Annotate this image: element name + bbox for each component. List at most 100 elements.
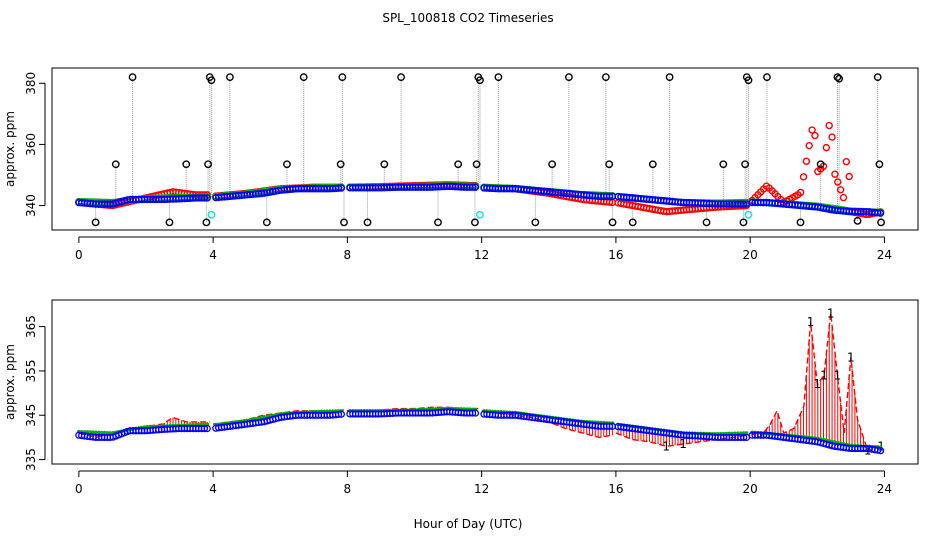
point-black: [531, 218, 540, 227]
x-tick-label: 8: [344, 248, 352, 262]
x-tick-label: 0: [75, 482, 83, 496]
point-blue: [876, 446, 885, 455]
point-red: [839, 193, 848, 202]
point-blue: [739, 433, 748, 442]
point-red: [799, 173, 808, 181]
point-black: [565, 73, 573, 82]
point-green: [259, 415, 264, 420]
point-black: [494, 73, 503, 82]
top-y-axis-label: approx. ppm: [3, 111, 17, 187]
point-red: [808, 126, 816, 134]
y-tick-label: 360: [24, 133, 38, 156]
top-panel: 0 4 8 12 16 20 24 340 360 380 approx. ppm: [3, 67, 919, 262]
point-black: [363, 218, 372, 227]
bottom-plot-marks: 1111111111: [75, 306, 885, 458]
point-blue: [200, 424, 209, 433]
point-black: [165, 218, 174, 227]
point-red: [836, 186, 845, 194]
point-black: [338, 73, 347, 82]
point-blue: [739, 200, 748, 208]
point-black: [628, 218, 637, 227]
point-black: [397, 73, 405, 82]
point-blue: [334, 184, 343, 192]
point-cyan: [207, 210, 216, 219]
point-black: [665, 73, 674, 82]
red-series-line: [749, 313, 882, 452]
point-black: [601, 73, 610, 82]
point-black: [128, 73, 137, 82]
point-red: [842, 157, 851, 166]
x-tick-label: 20: [743, 248, 758, 262]
point-blue: [337, 184, 346, 192]
y-tick-label: 355: [24, 359, 38, 382]
point-blue: [203, 424, 211, 433]
red-series-line: [615, 432, 747, 447]
y-tick-label: 380: [24, 72, 38, 95]
point-red: [845, 172, 853, 181]
top-plot-marks: [75, 73, 885, 227]
y-tick-label: 340: [24, 194, 38, 217]
x-tick-label: 16: [608, 248, 623, 262]
point-black: [835, 74, 844, 83]
red-marker-label: 1: [834, 368, 842, 382]
point-black: [719, 160, 728, 169]
point-black: [434, 218, 442, 227]
point-blue: [468, 409, 477, 417]
point-blue: [471, 183, 480, 191]
point-black: [744, 76, 753, 85]
point-green: [88, 430, 93, 434]
point-green: [94, 430, 98, 435]
point-black: [476, 76, 484, 85]
point-blue: [203, 194, 211, 202]
point-black: [454, 160, 463, 169]
point-black: [91, 218, 100, 227]
point-green: [97, 430, 101, 435]
point-black: [111, 160, 120, 169]
top-y-axis: 340 360 380: [24, 72, 46, 217]
y-tick-label: 365: [24, 315, 38, 338]
x-tick-label: 12: [474, 248, 489, 262]
bottom-y-axis: 335 345 355 365: [24, 315, 46, 471]
point-red: [802, 157, 811, 165]
point-black: [877, 218, 885, 227]
point-black: [283, 160, 291, 169]
point-black: [202, 218, 211, 227]
x-tick-label: 0: [75, 248, 83, 262]
point-blue: [874, 446, 882, 454]
x-tick-label: 12: [474, 482, 489, 496]
point-black: [608, 218, 617, 227]
point-red: [796, 188, 805, 197]
point-red: [805, 141, 813, 150]
red-marker-label: 1: [807, 315, 815, 329]
x-tick-label: 24: [877, 482, 892, 496]
y-tick-label: 335: [24, 448, 38, 471]
point-black: [548, 160, 557, 169]
point-black: [262, 218, 271, 227]
x-axis-label: Hour of Day (UTC): [414, 517, 523, 531]
point-blue: [605, 422, 614, 430]
red-marker-label: 1: [820, 368, 828, 382]
point-black: [763, 73, 771, 82]
point-green: [105, 430, 110, 435]
top-x-axis: 0 4 8 12 16 20 24: [75, 236, 892, 262]
point-black: [605, 160, 614, 169]
x-tick-label: 20: [743, 482, 758, 496]
x-tick-label: 16: [608, 482, 623, 496]
point-green: [102, 430, 107, 435]
point-blue: [337, 410, 345, 418]
point-red: [825, 121, 833, 130]
point-red: [831, 170, 839, 178]
point-black: [816, 160, 825, 169]
bottom-plot-frame: [51, 299, 919, 465]
point-black: [741, 160, 750, 169]
point-blue: [468, 183, 477, 191]
red-series-line: [78, 416, 210, 439]
x-tick-label: 8: [344, 482, 352, 496]
point-black: [340, 218, 348, 227]
point-black: [853, 216, 862, 225]
point-cyan: [744, 210, 753, 219]
bottom-y-axis-label: approx. ppm: [3, 344, 17, 420]
point-blue: [334, 410, 343, 419]
point-black: [875, 160, 884, 169]
